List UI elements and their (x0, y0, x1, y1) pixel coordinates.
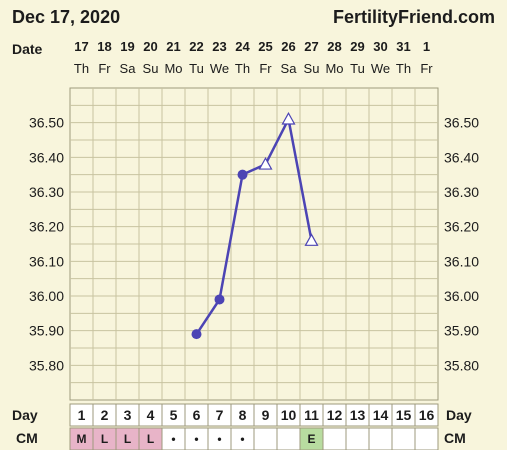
date-label: 18 (97, 39, 111, 54)
cm-row-label: CM (16, 430, 38, 446)
y-tick-label-left: 35.80 (29, 357, 64, 373)
cycle-day-label: 1 (78, 407, 86, 423)
date-row-label: Date (12, 41, 43, 57)
cm-cell (253, 427, 278, 450)
y-tick-label-right: 35.90 (444, 323, 479, 339)
cycle-day-label: 10 (281, 407, 297, 423)
weekday-label: Sa (281, 61, 298, 76)
date-label: 21 (166, 39, 180, 54)
date-label: 30 (373, 39, 387, 54)
temperature-point-open (258, 157, 273, 170)
y-tick-label-right: 36.40 (444, 149, 479, 165)
weekday-label: Su (304, 61, 320, 76)
cycle-day-label: 3 (124, 407, 132, 423)
cm-cell (414, 427, 439, 450)
date-label: 19 (120, 39, 134, 54)
weekday-label: Tu (350, 61, 365, 76)
weekday-label: Th (396, 61, 411, 76)
temperature-point-open (304, 233, 319, 246)
cycle-day-label: 14 (373, 407, 389, 423)
cm-cell (345, 427, 370, 450)
weekday-label: We (210, 61, 229, 76)
date-label: 26 (281, 39, 295, 54)
y-tick-label-left: 35.90 (29, 323, 64, 339)
cycle-day-label: 2 (101, 407, 109, 423)
y-tick-label-left: 36.10 (29, 253, 64, 269)
cm-row-label-right: CM (444, 430, 466, 446)
y-tick-label-right: 36.20 (444, 219, 479, 235)
cycle-day-label: 13 (350, 407, 366, 423)
cm-cell (322, 427, 347, 450)
cm-value: E (307, 432, 315, 446)
y-tick-label-left: 36.50 (29, 115, 64, 131)
weekday-label: Fr (259, 61, 272, 76)
temperature-point (237, 169, 248, 180)
weekday-label: Sa (120, 61, 137, 76)
date-label: 28 (327, 39, 341, 54)
cm-value: • (217, 432, 221, 446)
cycle-day-label: 9 (262, 407, 270, 423)
date-label: 27 (304, 39, 318, 54)
y-tick-label-right: 36.10 (444, 253, 479, 269)
date-label: 17 (74, 39, 88, 54)
weekday-label: Th (74, 61, 89, 76)
date-label: 22 (189, 39, 203, 54)
cm-value: • (194, 432, 198, 446)
day-row-label-right: Day (446, 407, 472, 423)
cm-value: • (171, 432, 175, 446)
cm-value: L (124, 432, 131, 446)
temperature-point (214, 294, 225, 305)
cycle-day-label: 4 (147, 407, 155, 423)
weekday-label: Th (235, 61, 250, 76)
cycle-day-label: 6 (193, 407, 201, 423)
cycle-day-label: 15 (396, 407, 412, 423)
temperature-point-open (281, 111, 296, 125)
y-tick-label-right: 36.00 (444, 288, 479, 304)
weekday-label: Mo (164, 61, 182, 76)
cm-value: L (147, 432, 154, 446)
cm-value: L (101, 432, 108, 446)
y-tick-label-right: 36.30 (444, 184, 479, 200)
date-label: 25 (258, 39, 272, 54)
date-label: 24 (235, 39, 250, 54)
chart-date-title: Dec 17, 2020 (12, 7, 121, 27)
cycle-day-label: 8 (239, 407, 247, 423)
cm-cell (276, 427, 301, 450)
y-tick-label-right: 36.50 (444, 115, 479, 131)
weekday-label: Mo (325, 61, 343, 76)
temperature-point (191, 329, 202, 340)
cycle-day-label: 7 (216, 407, 224, 423)
cycle-day-label: 12 (327, 407, 343, 423)
cm-value: M (77, 432, 87, 446)
brand-name[interactable]: FertilityFriend.com (332, 7, 495, 27)
cm-cell (368, 427, 393, 450)
y-tick-label-left: 36.30 (29, 184, 64, 200)
cycle-day-label: 11 (304, 407, 319, 423)
date-label: 23 (212, 39, 226, 54)
date-label: 29 (350, 39, 364, 54)
y-tick-label-left: 36.20 (29, 219, 64, 235)
y-tick-label-right: 35.80 (444, 357, 479, 373)
date-label: 31 (396, 39, 410, 54)
cycle-day-label: 16 (419, 407, 435, 423)
y-tick-label-left: 36.40 (29, 149, 64, 165)
weekday-label: Tu (189, 61, 204, 76)
cycle-day-label: 5 (170, 407, 178, 423)
date-label: 20 (143, 39, 157, 54)
y-tick-label-left: 36.00 (29, 288, 64, 304)
date-label: 1 (423, 39, 430, 54)
weekday-label: Fr (98, 61, 111, 76)
cm-cell (391, 427, 416, 450)
cm-value: • (240, 432, 244, 446)
weekday-label: Fr (420, 61, 433, 76)
weekday-label: We (371, 61, 390, 76)
temperature-line (195, 115, 313, 335)
weekday-label: Su (143, 61, 159, 76)
day-row-label: Day (12, 407, 38, 423)
